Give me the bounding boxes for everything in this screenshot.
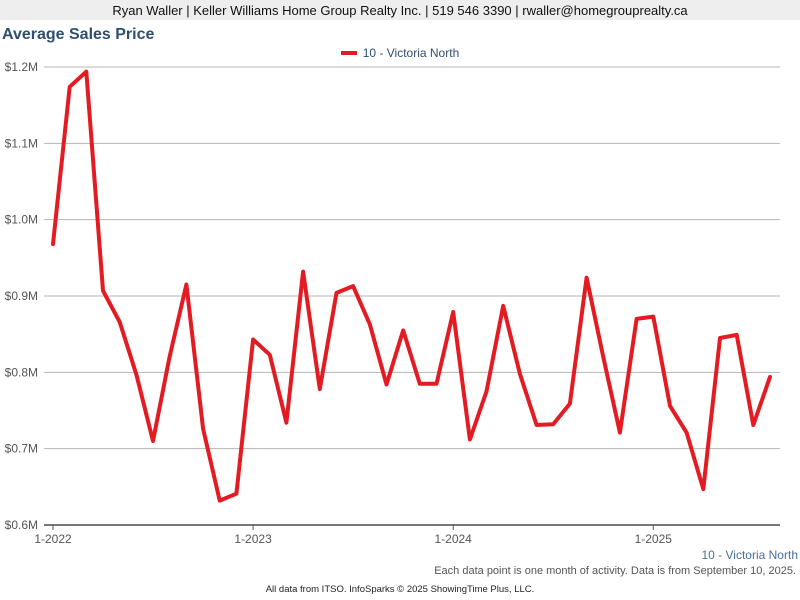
- y-tick-label: $1.1M: [5, 136, 38, 150]
- y-tick-label: $1.0M: [5, 213, 38, 227]
- x-tick-label: 1-2022: [34, 532, 72, 546]
- chart-title: Average Sales Price: [2, 26, 155, 43]
- legend-swatch: [340, 50, 357, 55]
- y-tick-label: $0.6M: [5, 518, 38, 532]
- legend-label: 10 - Victoria North: [362, 46, 460, 60]
- data-note: Each data point is one month of activity…: [434, 565, 796, 577]
- contact-header: Ryan Waller | Keller Williams Home Group…: [0, 0, 800, 20]
- x-tick-label: 1-2024: [434, 532, 472, 546]
- x-tick-label: 1-2025: [635, 532, 673, 546]
- y-tick-label: $1.2M: [5, 60, 38, 74]
- y-tick-label: $0.8M: [5, 365, 38, 379]
- chart-legend: 10 - Victoria North: [0, 46, 800, 60]
- x-tick-label: 1-2023: [234, 532, 272, 546]
- series-end-label: 10 - Victoria North: [701, 548, 799, 562]
- y-tick-label: $0.7M: [5, 442, 38, 456]
- footer-credit: All data from ITSO. InfoSparks © 2025 Sh…: [265, 584, 535, 595]
- y-tick-label: $0.9M: [5, 289, 38, 303]
- series-line: [51, 69, 772, 503]
